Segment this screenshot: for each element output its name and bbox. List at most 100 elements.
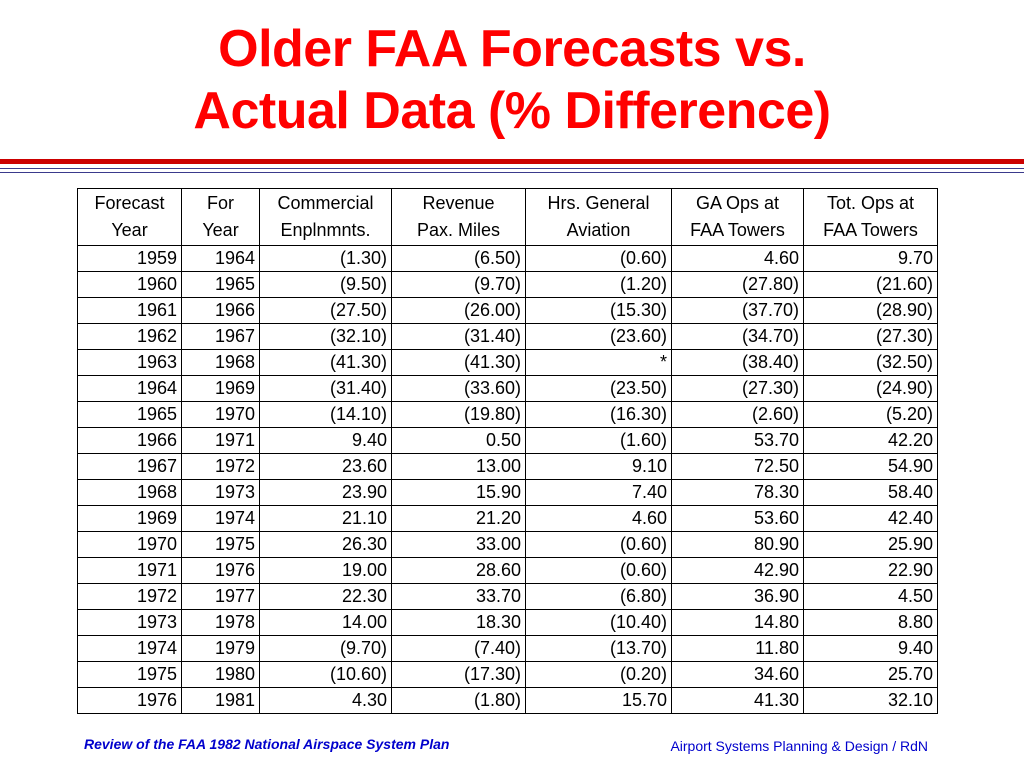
table-row: 1972 1977 22.30 33.70 (6.80) 36.90 4.50 — [77, 583, 938, 610]
table-body: 1959 1964 (1.30) (6.50) (0.60) 4.60 9.70 1960 19… — [77, 245, 938, 714]
table-cell: 4.60 — [671, 245, 804, 272]
table-cell: 1981 — [181, 687, 260, 714]
column-header-line: Hrs. General — [547, 193, 650, 213]
table-cell: 25.90 — [803, 531, 938, 558]
table-cell: 1968 — [181, 349, 260, 376]
title-divider-thin — [0, 168, 1024, 169]
table-row: 1961 1966 (27.50) (26.00) (15.30) (37.70) (28.… — [77, 297, 938, 324]
table-cell: (24.90) — [803, 375, 938, 402]
table-row: 1966 1971 9.40 0.50 (1.60) 53.70 42.20 — [77, 427, 938, 454]
title-divider-thick — [0, 159, 1024, 164]
table-cell: (19.80) — [391, 401, 526, 428]
table-row: 1967 1972 23.60 13.00 9.10 72.50 54.90 — [77, 453, 938, 480]
table-cell: 1960 — [77, 271, 182, 298]
table-cell: (0.60) — [525, 531, 672, 558]
table-cell: (32.50) — [803, 349, 938, 376]
table-header-row: Forecast Year For Year Commercial Enplnmnts. R… — [77, 188, 938, 246]
table-cell: 1976 — [77, 687, 182, 714]
column-header-line: Commercial — [277, 193, 374, 213]
table-cell: 9.70 — [803, 245, 938, 272]
table-cell: (28.90) — [803, 297, 938, 324]
table-row: 1959 1964 (1.30) (6.50) (0.60) 4.60 9.70 — [77, 245, 938, 272]
table-row: 1965 1970 (14.10) (19.80) (16.30) (2.60) (5.20… — [77, 401, 938, 428]
table-row: 1976 1981 4.30 (1.80) 15.70 41.30 32.10 — [77, 687, 938, 714]
table-cell: 28.60 — [391, 557, 526, 584]
table-cell: 4.50 — [803, 583, 938, 610]
table-cell: 42.90 — [671, 557, 804, 584]
table-cell: (21.60) — [803, 271, 938, 298]
table-cell: (27.80) — [671, 271, 804, 298]
table-cell: 33.00 — [391, 531, 526, 558]
table-cell: 11.80 — [671, 635, 804, 662]
table-cell: 1966 — [77, 427, 182, 454]
table-row: 1968 1973 23.90 15.90 7.40 78.30 58.40 — [77, 479, 938, 506]
table-cell: 1973 — [181, 479, 260, 506]
table-cell: 1959 — [77, 245, 182, 272]
table-cell: 14.80 — [671, 609, 804, 636]
table-cell: (6.50) — [391, 245, 526, 272]
table-cell: 53.70 — [671, 427, 804, 454]
table-cell: 1972 — [77, 583, 182, 610]
table-cell: 4.30 — [259, 687, 392, 714]
table-cell: 8.80 — [803, 609, 938, 636]
table-cell: 58.40 — [803, 479, 938, 506]
table-cell: (0.20) — [525, 661, 672, 688]
table-cell: 1975 — [77, 661, 182, 688]
table-cell: 1969 — [181, 375, 260, 402]
table-cell: 1968 — [77, 479, 182, 506]
column-header-line: GA Ops at — [695, 193, 780, 213]
table-cell: 1965 — [77, 401, 182, 428]
table-cell: 42.40 — [803, 505, 938, 532]
table-cell: 7.40 — [525, 479, 672, 506]
column-header-line: Pax. Miles — [416, 220, 501, 240]
table-cell: 18.30 — [391, 609, 526, 636]
table-cell: 78.30 — [671, 479, 804, 506]
table-cell: (5.20) — [803, 401, 938, 428]
column-header-line: FAA Towers — [823, 220, 918, 240]
column-header-line: FAA Towers — [690, 220, 785, 240]
table-cell: (0.60) — [525, 557, 672, 584]
table-cell: (23.50) — [525, 375, 672, 402]
table-cell: 42.20 — [803, 427, 938, 454]
table-cell: 1964 — [181, 245, 260, 272]
table-cell: 34.60 — [671, 661, 804, 688]
table-cell: 1973 — [77, 609, 182, 636]
table-cell: 1966 — [181, 297, 260, 324]
table-cell: 54.90 — [803, 453, 938, 480]
table-cell: (7.40) — [391, 635, 526, 662]
table-cell: 21.10 — [259, 505, 392, 532]
slide-title: Older FAA Forecasts vs. Actual Data (% D… — [0, 18, 1024, 142]
table-cell: 1976 — [181, 557, 260, 584]
title-divider-thin-2 — [0, 172, 1024, 173]
column-header: Forecast Year — [77, 188, 182, 246]
column-header-line: Year — [111, 220, 148, 240]
table-cell: 1965 — [181, 271, 260, 298]
table-cell: (9.70) — [259, 635, 392, 662]
table-cell: (38.40) — [671, 349, 804, 376]
column-header-line: Aviation — [566, 220, 631, 240]
table-cell: 1978 — [181, 609, 260, 636]
table-cell: 41.30 — [671, 687, 804, 714]
table-cell: 1971 — [181, 427, 260, 454]
table-cell: (9.70) — [391, 271, 526, 298]
column-header: Hrs. General Aviation — [525, 188, 672, 246]
table-cell: (27.50) — [259, 297, 392, 324]
table-cell: (34.70) — [671, 323, 804, 350]
table-cell: (41.30) — [259, 349, 392, 376]
table-cell: 15.70 — [525, 687, 672, 714]
table-cell: 36.90 — [671, 583, 804, 610]
table-cell: (17.30) — [391, 661, 526, 688]
table-cell: (10.40) — [525, 609, 672, 636]
table-row: 1970 1975 26.30 33.00 (0.60) 80.90 25.90 — [77, 531, 938, 558]
table-cell: (27.30) — [671, 375, 804, 402]
column-header-line: For — [207, 193, 234, 213]
table-cell: 1967 — [181, 323, 260, 350]
table-cell: 19.00 — [259, 557, 392, 584]
table-cell: (1.20) — [525, 271, 672, 298]
table-cell: * — [525, 349, 672, 376]
table-cell: 15.90 — [391, 479, 526, 506]
title-line-2: Actual Data (% Difference) — [193, 82, 831, 140]
table-cell: 26.30 — [259, 531, 392, 558]
table-row: 1960 1965 (9.50) (9.70) (1.20) (27.80) (21.60) — [77, 271, 938, 298]
table-cell: 14.00 — [259, 609, 392, 636]
